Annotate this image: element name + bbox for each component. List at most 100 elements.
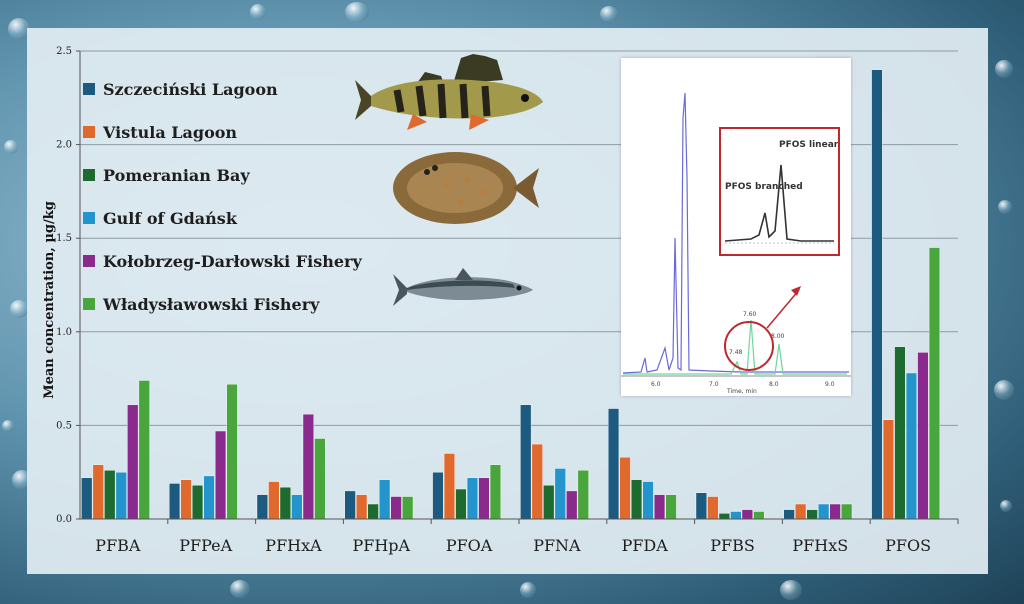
pfos-branched-label: PFOS branched [725, 182, 803, 192]
peak-label: 8.00 [771, 333, 785, 340]
x-tick-label: PFBA [95, 536, 141, 555]
bar-pfpea-2 [191, 485, 204, 520]
inset-x-tick: 9.0 [825, 381, 835, 388]
chromatogram-blue-trace [622, 92, 849, 374]
legend-item: Szczeciński Lagoon [83, 72, 362, 106]
bar-pfda-3 [642, 481, 654, 520]
bar-pfoa-5 [489, 464, 502, 520]
bar-pfos-1 [882, 419, 894, 520]
perch-fish-icon [355, 54, 543, 130]
bar-pfna-5 [577, 470, 589, 520]
zoom-peak-trace [724, 164, 834, 242]
bar-pfhpa-2 [367, 503, 379, 520]
bubble [2, 420, 14, 432]
bar-pfba-1 [92, 464, 104, 520]
bar-pfna-3 [554, 468, 566, 520]
bar-pfhpa-4 [390, 496, 402, 520]
x-tick-label: PFBS [710, 536, 755, 555]
bar-pfba-5 [138, 380, 150, 520]
bar-pfbs-3 [730, 511, 742, 520]
bar-pfba-4 [127, 404, 139, 520]
bubble [1000, 500, 1012, 512]
bar-pfbs-5 [753, 511, 765, 520]
bar-pfda-4 [654, 494, 666, 520]
bubble [230, 580, 250, 598]
legend-item: Pomeranian Bay [83, 158, 362, 192]
y-axis-label: Mean concentration, µg/kg [42, 201, 57, 399]
bar-chart: 0.0 0.5 1.0 1.5 2.0 2.5 PFBA PFPeA PFHxA PFHpA PFO… [42, 46, 959, 555]
bar-pfna-0 [520, 404, 532, 520]
x-tick-label: PFHpA [352, 536, 410, 555]
y-tick-label: 0.5 [56, 420, 72, 431]
bar-pfos-5 [928, 247, 940, 520]
x-tick-label: PFOA [446, 536, 493, 555]
bar-pfhpa-0 [344, 490, 356, 520]
legend-swatch [83, 169, 95, 181]
peak-label: 7.60 [743, 311, 757, 318]
bubble [520, 582, 536, 598]
peak-label: 7.48 [729, 349, 743, 356]
legend-label: Szczeciński Lagoon [103, 79, 278, 99]
bar-pfoa-4 [478, 477, 490, 520]
bar-pfhpa-5 [402, 496, 414, 520]
zoom-box: PFOS linear PFOS branched [719, 127, 840, 256]
bar-pfhxs-4 [829, 503, 841, 520]
bar-pfhxs-1 [795, 503, 807, 520]
legend-swatch [83, 83, 95, 95]
zoom-arrow [766, 289, 800, 329]
bar-pfbs-1 [707, 496, 719, 520]
bar-pfda-5 [665, 494, 677, 520]
chromatogram-trace: 7.60 7.48 8.00 6.0 7.0 8.0 9.0 Time, min [621, 92, 851, 395]
y-tick-label: 2.5 [56, 46, 72, 57]
bar-pfda-2 [631, 479, 643, 520]
inset-x-label: Time, min [726, 388, 757, 395]
legend-item: Gulf of Gdańsk [83, 201, 362, 235]
bar-pfoa-2 [455, 488, 467, 520]
legend-swatch [83, 255, 95, 267]
chromatogram-inset: 7.60 7.48 8.00 6.0 7.0 8.0 9.0 Time, min… [621, 58, 851, 396]
y-tick-label: 1.5 [56, 233, 72, 244]
y-tick-label: 2.0 [56, 140, 72, 151]
bar-pfba-2 [104, 470, 116, 520]
y-tick-label: 0.0 [56, 514, 72, 525]
bubble [995, 60, 1013, 78]
zoom-trace: PFOS linear PFOS branched [724, 140, 839, 244]
bubble [600, 6, 618, 22]
legend-item: Kołobrzeg-Darłowski Fishery [83, 244, 362, 278]
bar-pfna-2 [543, 485, 555, 520]
bar-pfbs-0 [695, 492, 707, 520]
bar-pfoa-3 [466, 477, 479, 520]
bubble [250, 4, 266, 20]
bar-pfda-1 [619, 457, 631, 520]
bar-pfhxa-0 [256, 494, 268, 520]
bars [81, 69, 940, 520]
bubble [994, 380, 1014, 400]
bar-pfba-0 [81, 477, 93, 520]
inset-x-tick: 8.0 [769, 381, 779, 388]
bar-pfos-2 [894, 346, 906, 520]
legend-label: Pomeranian Bay [103, 165, 250, 185]
legend-label: Vistula Lagoon [103, 122, 238, 142]
bubble [8, 18, 30, 40]
bar-pfhpa-1 [356, 494, 368, 520]
highlight-circle [724, 321, 774, 371]
bar-pfhxa-5 [314, 438, 326, 520]
bar-pfos-3 [905, 372, 917, 520]
chart-panel: 0.0 0.5 1.0 1.5 2.0 2.5 PFBA PFPeA PFHxA PFHpA PFO… [27, 28, 988, 574]
bar-pfhxa-4 [302, 413, 314, 520]
bar-pfpea-1 [180, 479, 192, 520]
bar-pfna-1 [531, 443, 543, 520]
bar-pfbs-4 [741, 509, 753, 520]
legend-label: Kołobrzeg-Darłowski Fishery [103, 251, 362, 271]
x-tick-label: PFOS [885, 536, 931, 555]
legend: Szczeciński Lagoon Vistula Lagoon Pomera… [83, 72, 362, 330]
bar-pfpea-0 [168, 483, 181, 520]
flounder-fish-icon [393, 152, 539, 224]
bar-pfna-4 [566, 490, 578, 520]
x-tick-label: PFNA [533, 536, 581, 555]
bar-pfhxs-3 [818, 503, 830, 520]
x-tick-label: PFDA [622, 536, 669, 555]
x-tick-label: PFHxA [265, 536, 322, 555]
legend-item: Władysławowski Fishery [83, 287, 362, 321]
